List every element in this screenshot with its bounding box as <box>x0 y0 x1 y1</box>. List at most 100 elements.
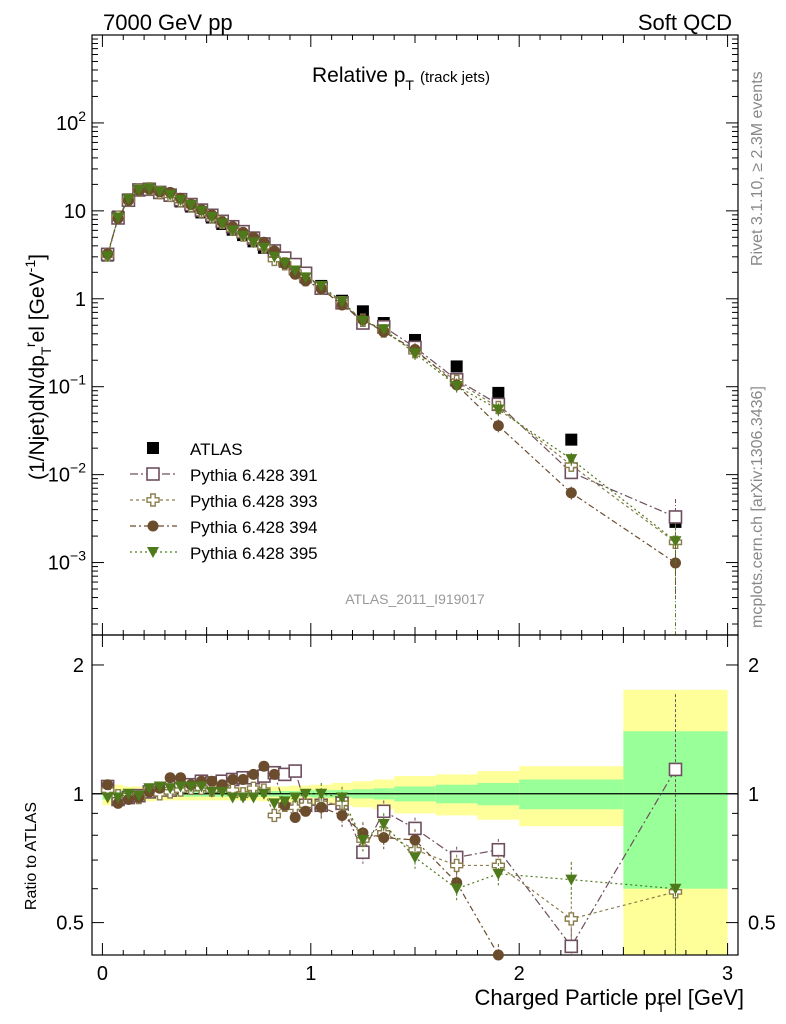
ratio-point <box>491 842 506 857</box>
legend-marker <box>147 442 159 454</box>
ratio-series-pythia-6-428-394 <box>102 760 504 961</box>
ratio-point <box>164 772 176 784</box>
ratio-ylabel: Ratio to ATLAS <box>23 802 40 910</box>
y-tick-label: 10 <box>64 201 86 223</box>
y-tick-label: 102 <box>56 108 86 135</box>
legend-label: Pythia 6.428 395 <box>190 544 318 563</box>
y-tick-label-base: 10 <box>48 465 70 487</box>
data-point <box>101 251 114 263</box>
ratio-point <box>449 858 464 873</box>
ratio-point <box>143 783 156 795</box>
ratio-point <box>257 788 270 800</box>
data-point <box>237 230 250 242</box>
y-tick-label-base: 10 <box>56 113 78 135</box>
ratio-point <box>278 796 291 808</box>
mcplots-label: mcplots.cern.ch [arXiv:1306.3436] <box>749 386 766 628</box>
ratio-y-tick-label-right: 1 <box>748 784 759 806</box>
ratio-point <box>226 792 239 804</box>
chart-title-small: (track jets) <box>420 69 490 86</box>
data-point <box>565 487 577 499</box>
y-tick-label: 10−1 <box>48 372 86 399</box>
series-pythia-6-428-394 <box>102 183 681 598</box>
ratio-point <box>206 775 218 787</box>
data-point <box>112 212 125 224</box>
legend-label: Pythia 6.428 393 <box>190 492 318 511</box>
data-point <box>174 194 187 206</box>
data-point <box>205 212 218 224</box>
top-panel-series <box>100 182 683 635</box>
data-point <box>450 380 463 392</box>
series-pythia-6-428-395 <box>101 183 682 635</box>
data-point <box>565 454 578 466</box>
x-tick-label: 1 <box>305 963 316 985</box>
chart-title: Relative pT (track jets) <box>312 64 490 93</box>
data-point <box>268 251 281 263</box>
legend: ATLAS Pythia 6.428 391 Pythia 6.428 393 Pyt… <box>130 440 318 563</box>
rivet-label: logRivet 3.1.10, ≥ 2.3M events <box>749 71 766 266</box>
data-point <box>299 272 312 284</box>
y-tick-label-exp: −3 <box>70 548 86 564</box>
x-axis-label-sub: T <box>657 999 666 1015</box>
ratio-point <box>175 772 187 784</box>
y-tick-label-exp: −2 <box>70 460 86 476</box>
legend-item: Pythia 6.428 395 <box>130 544 318 563</box>
ratio-point <box>227 773 239 785</box>
legend-label: Pythia 6.428 391 <box>190 466 318 485</box>
data-point <box>669 536 682 548</box>
ratio-point <box>247 792 260 804</box>
x-axis-label-main: Charged Particle p <box>475 985 657 1010</box>
x-tick-label: 2 <box>514 963 525 985</box>
ratio-point <box>153 781 166 793</box>
data-point <box>122 194 135 206</box>
data-point <box>492 386 505 399</box>
data-point <box>315 280 328 292</box>
ratio-point <box>409 834 421 846</box>
ratio-point <box>377 818 390 830</box>
ratio-point <box>669 883 682 895</box>
ratio-point <box>132 790 145 802</box>
ratio-point <box>492 949 504 961</box>
ratio-point <box>565 874 578 886</box>
y-tick-label-exp: 2 <box>78 108 86 124</box>
y-tick-label-exp: −1 <box>70 372 86 388</box>
ratio-point <box>564 939 579 954</box>
y-tick-label-base: 10 <box>48 553 70 575</box>
data-point <box>247 237 260 249</box>
ratio-y-tick-label: 0.5 <box>56 913 84 935</box>
data-point <box>278 258 291 270</box>
ratio-panel-series <box>100 694 683 961</box>
y-tick-label-base: 10 <box>48 377 70 399</box>
ratio-point <box>492 868 505 880</box>
ratio-y-tick-label-right: 0.5 <box>748 913 776 935</box>
ratio-y-tick-label-right: 2 <box>748 655 759 677</box>
chart-title-sub: T <box>405 77 414 93</box>
ratio-point <box>289 812 301 824</box>
data-point <box>377 324 390 336</box>
data-point <box>336 296 349 308</box>
data-point <box>184 199 197 211</box>
data-point <box>492 404 505 416</box>
ratio-point <box>248 768 259 780</box>
ratio-point <box>268 798 281 810</box>
x-tick-label: 0 <box>97 963 108 985</box>
ratio-point <box>376 804 391 819</box>
legend-item: Pythia 6.428 394 <box>130 518 318 537</box>
ratio-point <box>237 773 249 785</box>
x-axis-label-sup: rel <box>657 985 681 1010</box>
ratio-point <box>216 786 229 798</box>
ratio-point <box>101 792 114 804</box>
data-point <box>668 510 683 524</box>
data-point <box>565 433 578 446</box>
ratio-point <box>408 821 422 836</box>
data-point <box>289 265 302 277</box>
ratio-point <box>336 809 348 821</box>
ratio-point <box>205 786 218 798</box>
header-left: 7000 GeV pp <box>103 10 233 35</box>
legend-label: ATLAS <box>190 440 243 459</box>
legend-item: Pythia 6.428 393 <box>130 492 318 511</box>
y-tick-label-base: 10 <box>64 201 86 223</box>
data-point <box>409 348 421 360</box>
data-point <box>356 305 369 318</box>
